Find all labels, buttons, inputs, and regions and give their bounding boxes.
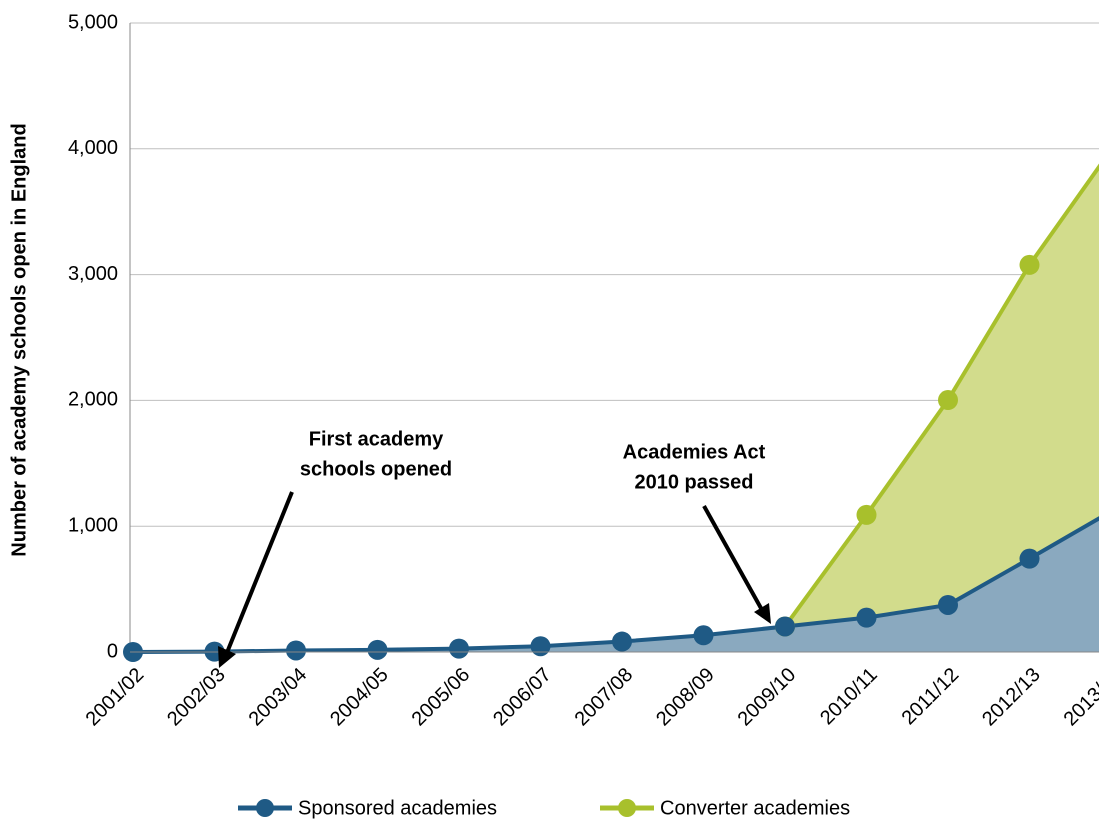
x-tick-label: 2002/03 [163,664,230,731]
x-tick-label: 2008/09 [652,664,719,731]
y-tick-label: 5,000 [68,11,118,33]
data-point [693,625,714,646]
x-tick-label: 2001/02 [82,664,149,731]
data-point [612,631,632,652]
data-point [938,594,958,615]
x-tick-label: 2006/07 [489,664,556,731]
data-point [367,639,388,660]
data-point [856,504,877,525]
y-tick-label: 1,000 [68,514,118,536]
annotation-act: Academies Act 2010 passed [623,441,771,624]
arrowhead [754,603,771,624]
data-point [286,640,306,661]
annotation-first: First academy schools opened [218,428,452,668]
x-tick-label: 2012/13 [978,664,1045,731]
legend-label: Converter academies [660,797,850,819]
y-tick-label: 0 [107,640,118,662]
data-point [1019,548,1040,569]
x-tick-label: 2007/08 [571,664,638,731]
legend-marker [618,799,636,817]
data-point [1019,254,1040,275]
plot-area: 0 1,000 2,000 3,000 4,000 5,000 2001/02 2002/03… [68,11,1099,819]
x-tick-label: 2010/11 [816,664,882,730]
data-point [938,390,958,411]
y-axis-label: Number of academy schools open in Englan… [8,123,30,556]
x-tick-label: 2011/12 [898,664,964,730]
annotation-line: Academies Act [623,441,766,463]
data-point [856,607,877,628]
x-tick-label: 2003/04 [245,664,312,731]
arrowhead [218,646,236,668]
data-point [530,636,551,657]
annotation-line: First academy [309,428,444,450]
x-tick-label: 2004/05 [326,664,393,731]
legend-label: Sponsored academies [298,797,497,819]
annotation-line: 2010 passed [635,471,754,493]
arrow [224,491,294,656]
y-tick-label: 3,000 [68,263,118,285]
data-point [775,616,795,637]
area [133,518,1099,652]
x-tick-label: 2009/10 [734,664,801,731]
y-tick-label: 4,000 [68,137,118,159]
y-tick-label: 2,000 [68,389,118,411]
legend-marker [256,799,274,817]
arrow [702,505,764,611]
x-tick-label: 2013/14 [1060,664,1099,731]
legend: Sponsored academies Converter academies [238,797,850,819]
annotation-line: schools opened [300,458,452,480]
data-point [449,638,469,659]
x-tick-label: 2005/06 [408,664,475,731]
